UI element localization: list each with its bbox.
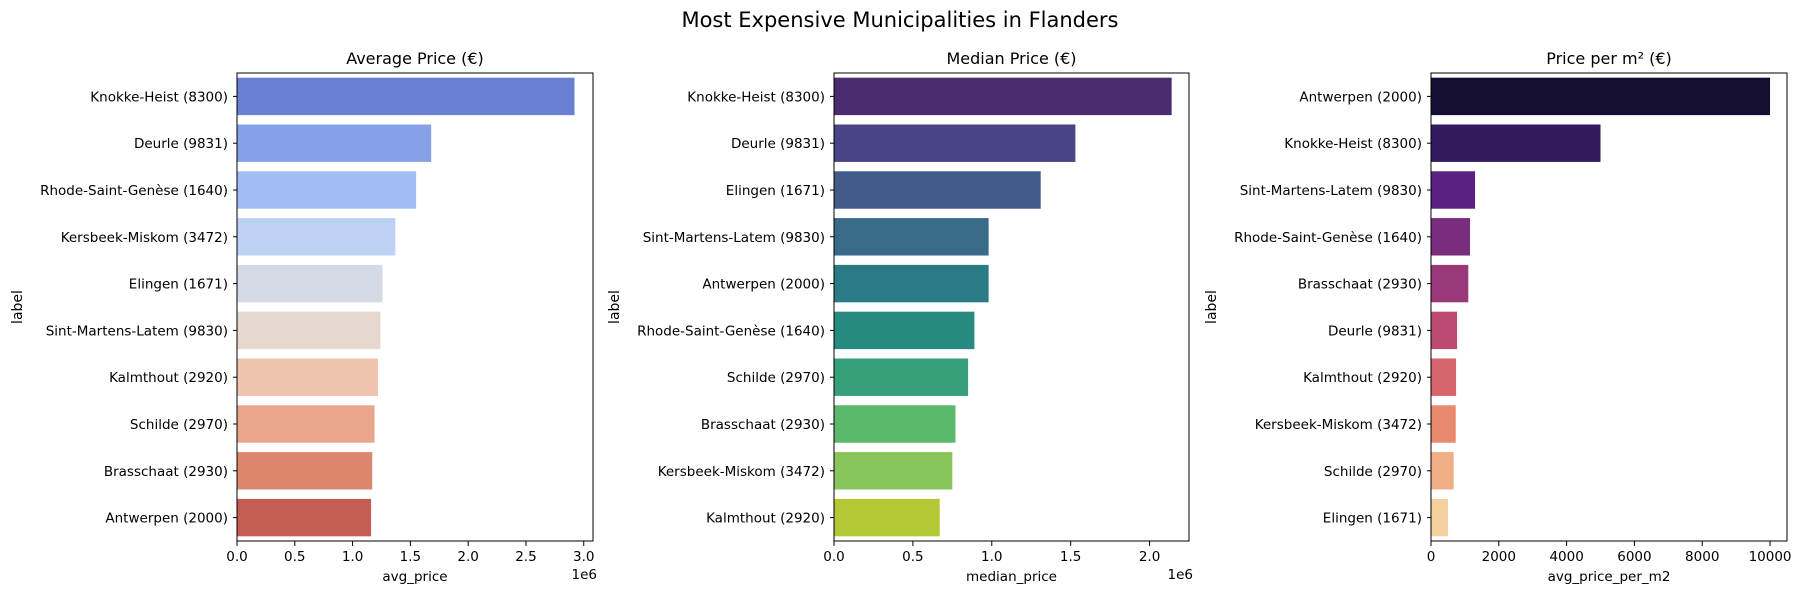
bar [834,77,1172,116]
axes-frame [833,72,1190,542]
x-tick-label: 0.0 [823,549,844,565]
y-tick-label: Rhode-Saint-Genèse (1640) [637,323,825,339]
bar [834,498,940,537]
bar [237,498,372,537]
bar [834,124,1076,162]
y-tick-label: Sint-Martens-Latem (9830) [1240,183,1422,199]
y-tick-label: Knokke-Heist (8300) [687,89,825,105]
x-tick-label: 3.0 [573,549,594,565]
bar [834,405,956,443]
x-tick-label: 2.0 [457,549,478,565]
x-tick-label: 0.0 [226,549,247,565]
bar [237,311,381,350]
bar [237,264,383,303]
bar [1431,77,1771,116]
axes-frame [1430,72,1788,542]
bar [237,405,375,443]
bar [834,452,953,490]
bar [1431,218,1470,256]
y-tick-label: Deurle (9831) [731,136,825,152]
bar [237,77,575,116]
bar [237,124,432,162]
y-axis-label: label [1204,290,1220,324]
bar [1431,498,1448,537]
x-tick-label: 0.5 [284,549,305,565]
x-tick-label: 4000 [1549,549,1583,565]
y-tick-label: Rhode-Saint-Genèse (1640) [1234,230,1422,246]
y-tick-label: Kersbeek-Miskom (3472) [61,230,228,246]
y-tick-label: Brasschaat (2930) [1298,277,1422,293]
y-tick-label: Elingen (1671) [1323,511,1422,527]
y-tick-label: Elingen (1671) [726,183,825,199]
bar [237,358,379,396]
bar [1431,311,1458,350]
y-tick-label: Sint-Martens-Latem (9830) [643,230,825,246]
bar [1431,124,1601,162]
x-tick-label: 10000 [1749,549,1792,565]
x-tick-label: 2.5 [515,549,536,565]
x-offset-label: 1e6 [572,567,597,583]
y-tick-label: Deurle (9831) [134,136,228,152]
panel-title: Price per m² (€) [1546,49,1672,68]
y-tick-label: Kersbeek-Miskom (3472) [1255,417,1422,433]
x-tick-label: 2000 [1482,549,1516,565]
bar [834,311,975,350]
y-tick-label: Sint-Martens-Latem (9830) [46,323,228,339]
x-axis-label: avg_price [382,569,447,585]
x-tick-label: 6000 [1617,549,1651,565]
y-tick-label: Antwerpen (2000) [1299,89,1422,105]
bar [237,218,396,256]
y-tick-label: Schilde (2970) [727,370,825,386]
x-tick-label: 1.0 [342,549,363,565]
y-tick-label: Schilde (2970) [1324,464,1422,480]
x-axis-label: avg_price_per_m2 [1548,569,1671,585]
bar [1431,171,1476,209]
y-tick-label: Knokke-Heist (8300) [90,89,228,105]
x-tick-label: 2.0 [1139,549,1160,565]
y-tick-label: Kalmthout (2920) [1303,370,1422,386]
panel-title: Average Price (€) [346,49,484,68]
panel-2: Knokke-Heist (8300) Deurle (9831) Elingen … [607,49,1193,585]
bar [1431,405,1456,443]
x-tick-label: 1.5 [400,549,421,565]
x-axis-label: median_price [966,569,1057,585]
x-tick-label: 1.0 [981,549,1002,565]
x-tick-label: 8000 [1685,549,1719,565]
bar [834,218,989,256]
x-offset-label: 1e6 [1168,567,1193,583]
y-tick-label: Kalmthout (2920) [706,511,825,527]
bar [1431,358,1457,396]
panel-1: Knokke-Heist (8300) Deurle (9831) Rhode-Sa… [10,49,597,585]
axes-frame [236,72,594,542]
y-tick-label: Knokke-Heist (8300) [1284,136,1422,152]
bar [834,171,1041,209]
y-tick-label: Kalmthout (2920) [109,370,228,386]
y-tick-label: Schilde (2970) [130,417,228,433]
bar [237,452,373,490]
panel-3: Antwerpen (2000) Knokke-Heist (8300) Sint-… [1204,49,1792,585]
y-axis-label: label [10,290,26,324]
bar [834,264,989,303]
y-tick-label: Antwerpen (2000) [702,277,825,293]
y-axis-label: label [607,290,623,324]
y-tick-label: Rhode-Saint-Genèse (1640) [40,183,228,199]
y-tick-label: Antwerpen (2000) [105,511,228,527]
panel-title: Median Price (€) [946,49,1076,68]
x-tick-label: 0 [1427,549,1436,565]
x-tick-label: 0.5 [902,549,923,565]
bar [1431,452,1454,490]
bar [834,358,969,396]
bar [1431,264,1469,303]
bar [237,171,417,209]
y-tick-label: Elingen (1671) [129,277,228,293]
y-tick-label: Brasschaat (2930) [104,464,228,480]
y-tick-label: Kersbeek-Miskom (3472) [658,464,825,480]
y-tick-label: Deurle (9831) [1328,323,1422,339]
x-tick-label: 1.5 [1060,549,1081,565]
y-tick-label: Brasschaat (2930) [701,417,825,433]
figure-title: Most Expensive Municipalities in Flander… [681,8,1118,32]
